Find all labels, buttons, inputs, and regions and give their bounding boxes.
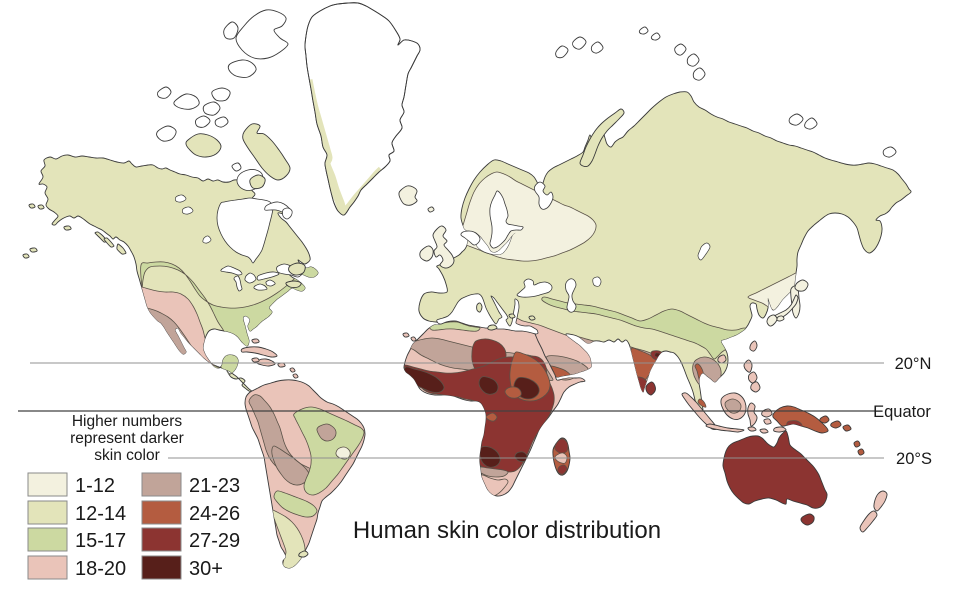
svg-text:21-23: 21-23 [189, 475, 240, 497]
svg-text:1-12: 1-12 [75, 475, 115, 497]
svg-text:12-14: 12-14 [75, 503, 126, 525]
svg-text:20°N: 20°N [895, 355, 932, 373]
svg-text:18-20: 18-20 [75, 558, 126, 580]
svg-text:30+: 30+ [189, 558, 223, 580]
svg-text:24-26: 24-26 [189, 503, 240, 525]
svg-text:Higher numbers: Higher numbers [72, 413, 183, 430]
svg-text:27-29: 27-29 [189, 530, 240, 552]
svg-text:Human skin color distribution: Human skin color distribution [353, 517, 661, 544]
svg-text:20°S: 20°S [896, 450, 932, 468]
svg-text:represent darker: represent darker [70, 430, 184, 447]
svg-text:Equator: Equator [873, 403, 931, 421]
svg-text:skin color: skin color [94, 447, 159, 464]
svg-text:15-17: 15-17 [75, 530, 126, 552]
